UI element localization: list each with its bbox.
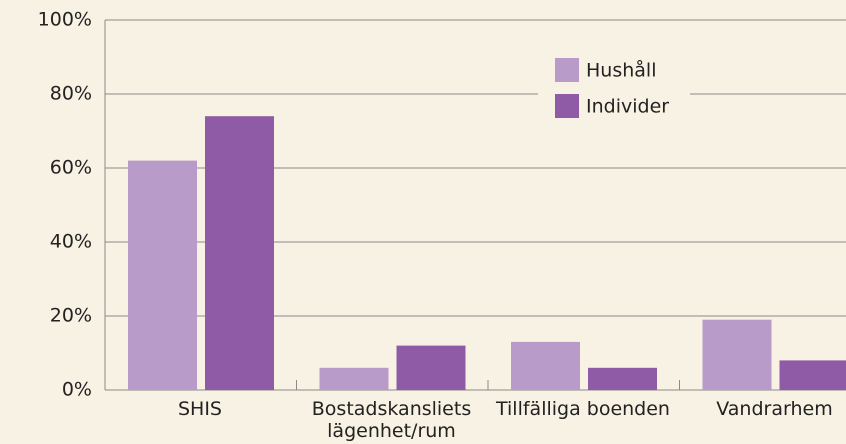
y-tick-label: 40%	[50, 231, 92, 253]
bar	[205, 116, 274, 390]
legend-swatch	[555, 58, 579, 82]
bar	[779, 360, 846, 390]
y-tick-label: 0%	[62, 379, 92, 401]
bar	[588, 367, 657, 390]
legend-label: Individer	[586, 96, 669, 118]
y-tick-label: 60%	[50, 157, 92, 179]
y-tick-label: 80%	[50, 83, 92, 105]
legend-label: Hushåll	[586, 59, 656, 82]
bar	[128, 160, 197, 390]
x-tick-label: Tillfälliga boenden	[496, 398, 670, 420]
y-tick-label: 20%	[50, 305, 92, 327]
x-tick-label: Vandrarhem	[716, 398, 833, 420]
bar	[702, 319, 772, 390]
y-tick-label: 100%	[38, 9, 92, 31]
legend-swatch	[555, 94, 579, 118]
bar	[396, 345, 466, 390]
bar	[319, 367, 389, 390]
bar	[511, 341, 580, 390]
x-tick-label: Bostadskansliets lägenhet/rum	[311, 398, 472, 442]
x-tick-label: SHIS	[177, 398, 222, 420]
